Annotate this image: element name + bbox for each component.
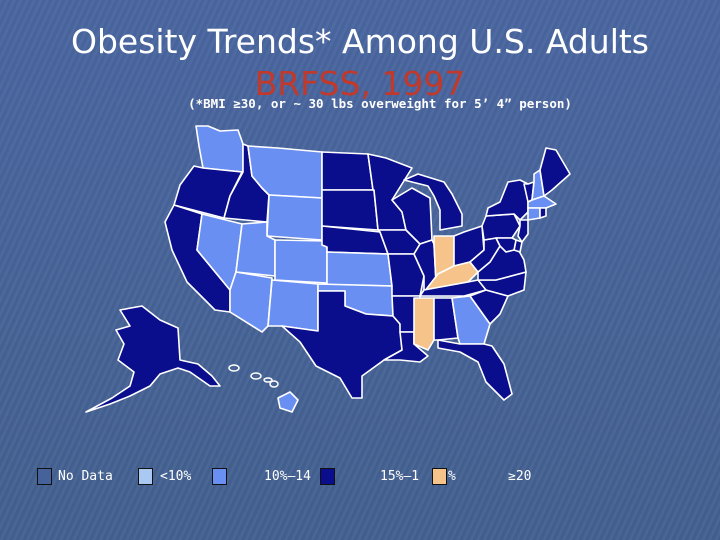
hawaii-island-oahu	[250, 372, 262, 380]
legend-swatch-ge20	[432, 468, 447, 485]
state-HI	[277, 391, 299, 413]
legend-label-overlap-tail: %	[448, 469, 456, 484]
legend-swatch-10-14	[212, 468, 227, 485]
state-RI	[539, 207, 547, 219]
state-NM	[267, 279, 319, 332]
state-AL	[433, 297, 459, 341]
state-CT	[527, 207, 541, 221]
hawaii-island-kauai	[228, 364, 240, 372]
bmi-note: (*BMI ≥30, or ~ 30 lbs overweight for 5’…	[188, 96, 572, 111]
state-AZ	[229, 271, 273, 333]
hawaii-small-islands	[228, 364, 279, 388]
state-WA	[195, 125, 244, 173]
state-AK	[85, 305, 221, 413]
legend-swatch-no-data	[37, 468, 52, 485]
legend-label-lt10: <10%	[160, 469, 192, 484]
state-ME	[539, 147, 571, 197]
state-NY	[485, 179, 529, 221]
legend: No Data <10% 10%–14 15%–1 % ≥20	[0, 466, 720, 496]
state-TX	[281, 290, 403, 399]
state-FL	[437, 339, 513, 401]
legend-label-10-14: 10%–14	[264, 469, 311, 484]
state-WY	[266, 194, 323, 241]
state-SC	[469, 289, 509, 325]
state-KS	[326, 251, 393, 287]
state-NJ	[517, 219, 529, 243]
legend-label-15-19: 15%–1	[380, 469, 420, 484]
state-PA	[481, 213, 521, 241]
state-MI	[403, 173, 463, 231]
legend-label-ge20: ≥20	[508, 469, 532, 484]
legend-swatch-lt10	[138, 468, 153, 485]
state-CO	[274, 239, 328, 284]
legend-label-no-data: No Data	[58, 469, 113, 484]
hawaii-island-molokai	[263, 377, 273, 383]
state-ND	[321, 151, 374, 191]
hawaii-island-maui	[269, 380, 279, 388]
legend-swatch-15-19	[320, 468, 335, 485]
state-SD	[321, 189, 379, 231]
map-subtitle: BRFSS, 1997	[254, 64, 466, 103]
state-MS	[413, 297, 435, 351]
map-title: Obesity Trends* Among U.S. Adults	[70, 22, 650, 61]
state-MD	[495, 237, 517, 253]
